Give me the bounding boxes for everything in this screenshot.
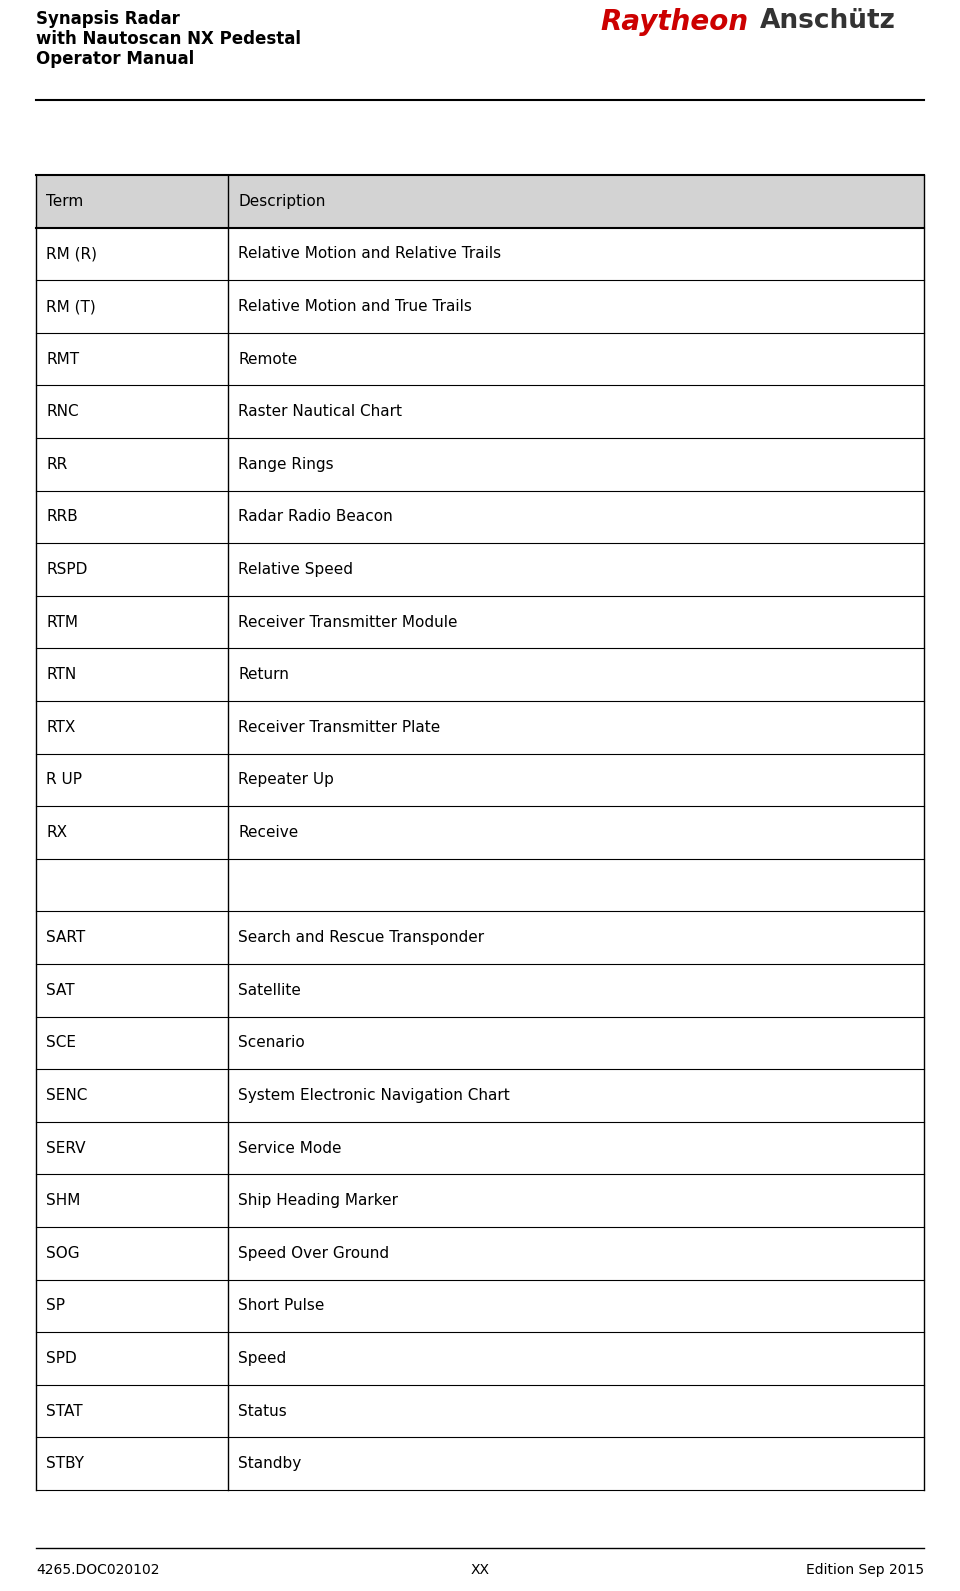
Text: SAT: SAT (46, 983, 75, 998)
Bar (36, 175, 924, 228)
Text: Scenario: Scenario (238, 1036, 304, 1050)
Text: Ship Heading Marker: Ship Heading Marker (238, 1193, 398, 1208)
Text: STBY: STBY (46, 1456, 84, 1472)
Bar (36, 649, 924, 702)
Bar (36, 595, 924, 649)
Text: 4265.DOC020102: 4265.DOC020102 (36, 1562, 159, 1577)
Bar (36, 1437, 924, 1491)
Text: SART: SART (46, 931, 85, 945)
Bar (36, 702, 924, 754)
Text: RSPD: RSPD (46, 562, 87, 578)
Bar (36, 438, 924, 490)
Text: Satellite: Satellite (238, 983, 300, 998)
Text: System Electronic Navigation Chart: System Electronic Navigation Chart (238, 1088, 510, 1103)
Text: Receiver Transmitter Plate: Receiver Transmitter Plate (238, 719, 441, 735)
Text: Relative Motion and Relative Trails: Relative Motion and Relative Trails (238, 247, 501, 261)
Text: SENC: SENC (46, 1088, 87, 1103)
Text: SPD: SPD (46, 1351, 77, 1367)
Text: RX: RX (46, 826, 67, 840)
Text: RTM: RTM (46, 614, 78, 630)
Bar (36, 1332, 924, 1384)
Text: Description: Description (238, 194, 325, 208)
Bar (36, 1017, 924, 1069)
Text: Search and Rescue Transponder: Search and Rescue Transponder (238, 931, 484, 945)
Text: RNC: RNC (46, 404, 79, 418)
Text: Speed: Speed (238, 1351, 286, 1367)
Text: Return: Return (238, 667, 289, 683)
Text: Service Mode: Service Mode (238, 1141, 342, 1155)
Text: STAT: STAT (46, 1403, 83, 1419)
Bar (36, 964, 924, 1017)
Bar (36, 1384, 924, 1437)
Text: Edition Sep 2015: Edition Sep 2015 (805, 1562, 924, 1577)
Text: Relative Motion and True Trails: Relative Motion and True Trails (238, 299, 472, 313)
Bar (36, 1069, 924, 1122)
Text: Receiver Transmitter Module: Receiver Transmitter Module (238, 614, 458, 630)
Text: RTN: RTN (46, 667, 76, 683)
Text: SCE: SCE (46, 1036, 76, 1050)
Text: R UP: R UP (46, 772, 82, 788)
Text: Speed Over Ground: Speed Over Ground (238, 1246, 389, 1260)
Text: Repeater Up: Repeater Up (238, 772, 334, 788)
Bar (36, 807, 924, 859)
Text: Status: Status (238, 1403, 287, 1419)
Text: Term: Term (46, 194, 84, 208)
Text: RR: RR (46, 457, 67, 473)
Text: XX: XX (470, 1562, 490, 1577)
Text: Anschütz: Anschütz (760, 8, 896, 33)
Text: Receive: Receive (238, 826, 299, 840)
Text: Range Rings: Range Rings (238, 457, 334, 473)
Bar (36, 228, 924, 280)
Text: RM (T): RM (T) (46, 299, 96, 313)
Text: SHM: SHM (46, 1193, 81, 1208)
Text: Synapsis Radar: Synapsis Radar (36, 10, 180, 29)
Bar (36, 490, 924, 543)
Text: RMT: RMT (46, 352, 79, 366)
Bar (36, 385, 924, 438)
Bar (36, 543, 924, 595)
Text: Radar Radio Beacon: Radar Radio Beacon (238, 509, 393, 525)
Text: SP: SP (46, 1298, 65, 1314)
Text: Short Pulse: Short Pulse (238, 1298, 324, 1314)
Bar (36, 859, 924, 912)
Bar (36, 912, 924, 964)
Bar (36, 1227, 924, 1279)
Bar (36, 280, 924, 333)
Text: SERV: SERV (46, 1141, 85, 1155)
Bar (36, 754, 924, 807)
Bar (36, 1174, 924, 1227)
Text: with Nautoscan NX Pedestal: with Nautoscan NX Pedestal (36, 30, 301, 48)
Text: SOG: SOG (46, 1246, 80, 1260)
Text: Relative Speed: Relative Speed (238, 562, 353, 578)
Text: Standby: Standby (238, 1456, 301, 1472)
Bar (36, 333, 924, 385)
Text: Raster Nautical Chart: Raster Nautical Chart (238, 404, 402, 418)
Text: RM (R): RM (R) (46, 247, 97, 261)
Text: Operator Manual: Operator Manual (36, 49, 194, 68)
Bar (36, 1279, 924, 1332)
Text: Raytheon: Raytheon (600, 8, 748, 37)
Text: RTX: RTX (46, 719, 76, 735)
Bar (36, 1122, 924, 1174)
Text: Remote: Remote (238, 352, 298, 366)
Text: RRB: RRB (46, 509, 78, 525)
